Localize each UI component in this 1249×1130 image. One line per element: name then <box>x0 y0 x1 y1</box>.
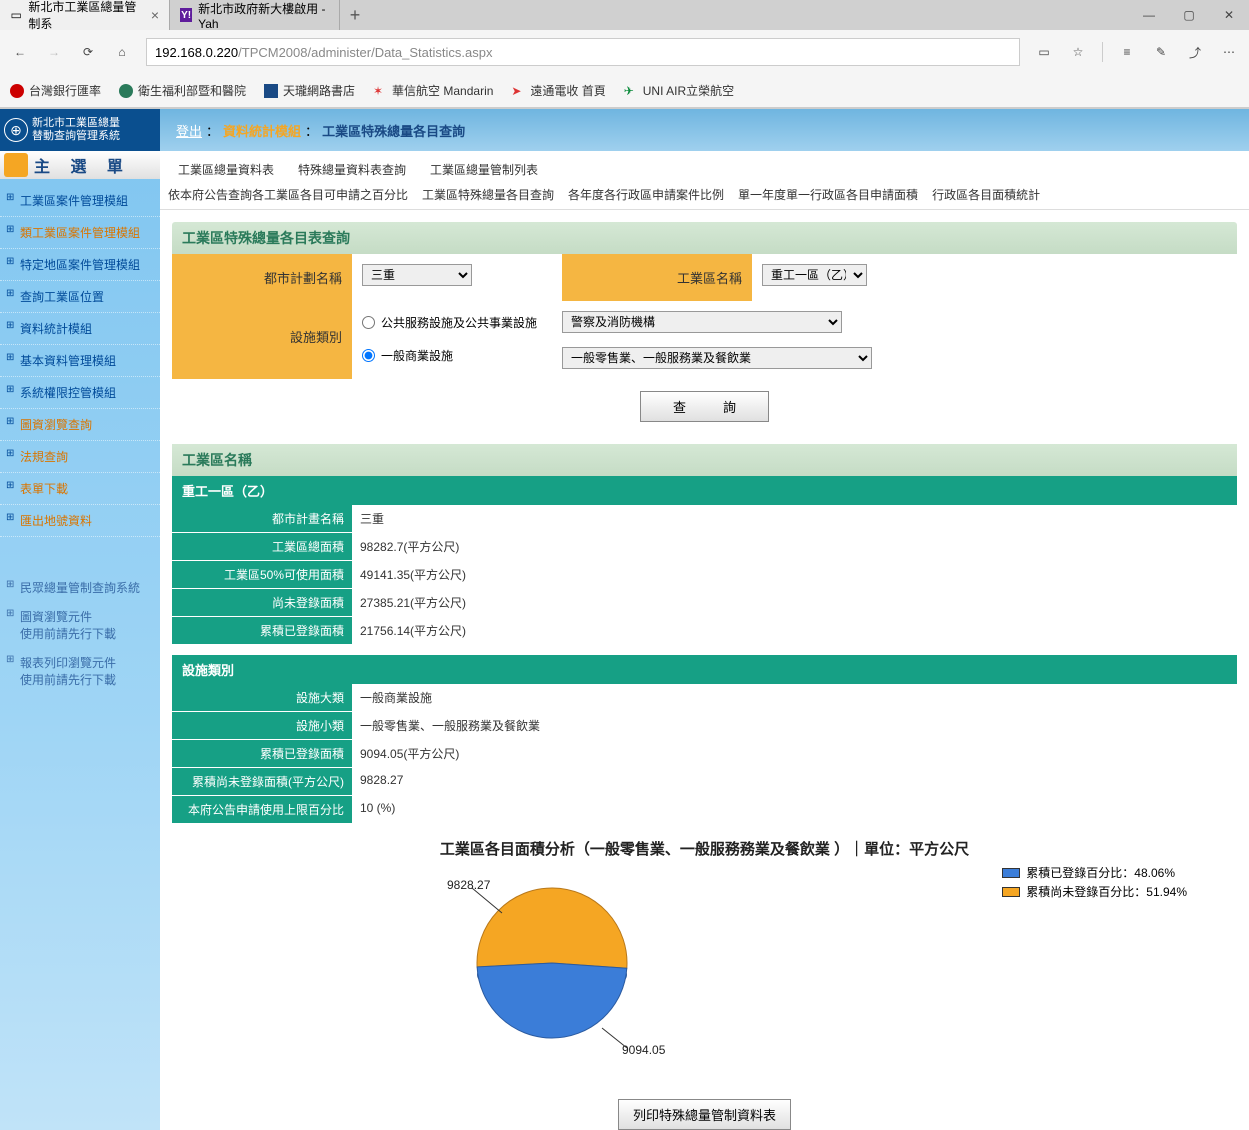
breadcrumb: 登出 ： 資料統計模組 ： 工業區特殊總量各目查詢 <box>160 109 1249 151</box>
zone-select[interactable]: 重工一區（乙） <box>762 264 867 286</box>
data-row: 工業區50%可使用面積49141.35(平方公尺) <box>172 561 1237 589</box>
url-path: /TPCM2008/administer/Data_Statistics.asp… <box>238 45 492 60</box>
sidebar: ⊕ 新北市工業區總量 替動查詢管理系統 主 選 單 工業區案件管理模組類工業區案… <box>0 109 160 1130</box>
home-icon[interactable]: ⌂ <box>112 42 132 62</box>
pie-annot-1: 9828.27 <box>447 878 490 892</box>
yahoo-icon: Y! <box>180 8 192 22</box>
sidebar-item[interactable]: 圖資瀏覽查詢 <box>0 409 160 441</box>
sidebar-item[interactable]: 法規查詢 <box>0 441 160 473</box>
note-icon[interactable]: ✎ <box>1151 42 1171 62</box>
menu-title: 主 選 單 <box>0 151 160 179</box>
data-row: 累積已登錄面積21756.14(平方公尺) <box>172 617 1237 645</box>
search-button[interactable]: 查 詢 <box>640 391 769 422</box>
result-zone-header: 工業區名稱 <box>172 444 1237 476</box>
browser-tabs: ▭ 新北市工業區總量管制系 × Y! 新北市政府新大樓啟用 - Yah + — … <box>0 0 1249 30</box>
sidebar-item[interactable]: 匯出地號資料 <box>0 505 160 537</box>
url-input[interactable]: 192.168.0.220/TPCM2008/administer/Data_S… <box>146 38 1020 66</box>
type-label: 設施類別 <box>172 301 352 379</box>
data-row: 累積尚未登錄面積(平方公尺)9828.27 <box>172 768 1237 796</box>
page-label: 工業區特殊總量各目查詢 <box>322 121 465 140</box>
data-row: 都市計畫名稱三重 <box>172 505 1237 533</box>
query-section-title: 工業區特殊總量各目表查詢 <box>172 222 1237 254</box>
logo-text: 新北市工業區總量 替動查詢管理系統 <box>32 117 120 143</box>
city-label: 都市計劃名稱 <box>172 254 352 301</box>
data-row: 設施小類一般零售業、一般服務業及餐飲業 <box>172 712 1237 740</box>
share-icon[interactable]: ⤴ <box>1185 42 1205 62</box>
data-row: 本府公告申請使用上限百分比10 (%) <box>172 796 1237 824</box>
subtype-select-1[interactable]: 警察及消防機構 <box>562 311 842 333</box>
secondary-tab[interactable]: 單一年度單一行政區各目申請面積 <box>738 186 918 203</box>
back-icon[interactable]: ← <box>10 42 30 62</box>
favorite-icon[interactable]: ☆ <box>1068 42 1088 62</box>
bookmark-item[interactable]: 台灣銀行匯率 <box>10 82 101 99</box>
close-window-icon[interactable]: ✕ <box>1209 8 1249 22</box>
logo-icon: ⊕ <box>4 118 28 142</box>
result-zone-name: 重工一區（乙） <box>172 476 1237 505</box>
reading-icon[interactable]: ▭ <box>1034 42 1054 62</box>
sidebar-item[interactable]: 系統權限控管模組 <box>0 377 160 409</box>
url-host: 192.168.0.220 <box>155 45 238 60</box>
sidebar-item[interactable]: 工業區案件管理模組 <box>0 185 160 217</box>
logout-link[interactable]: 登出 <box>176 121 202 140</box>
primary-tabs: 工業區總量資料表特殊總量資料表查詢工業區總量管制列表 <box>160 151 1249 184</box>
zone-label: 工業區名稱 <box>562 254 752 301</box>
page-icon: ▭ <box>10 8 22 22</box>
minimize-icon[interactable]: — <box>1129 8 1169 22</box>
print-button[interactable]: 列印特殊總量管制資料表 <box>618 1099 791 1130</box>
radio-public[interactable] <box>362 316 375 329</box>
sidebar-note[interactable]: 圖資瀏覽元件 使用前請先行下載 <box>0 602 160 648</box>
data-row: 設施大類一般商業設施 <box>172 684 1237 712</box>
chart-legend: 累積已登錄百分比：48.06% 累積尚未登錄百分比：51.94% <box>1002 863 1187 901</box>
sidebar-item[interactable]: 基本資料管理模組 <box>0 345 160 377</box>
city-select[interactable]: 三重 <box>362 264 472 286</box>
data-row: 尚未登錄面積27385.21(平方公尺) <box>172 589 1237 617</box>
more-icon[interactable]: ⋯ <box>1219 42 1239 62</box>
secondary-tab[interactable]: 依本府公告查詢各工業區各目可申請之百分比 <box>168 186 408 203</box>
maximize-icon[interactable]: ▢ <box>1169 8 1209 22</box>
tab-2[interactable]: Y! 新北市政府新大樓啟用 - Yah <box>170 0 340 30</box>
subtype-select-2[interactable]: 一般零售業、一般服務業及餐飲業 <box>562 347 872 369</box>
secondary-tab[interactable]: 工業區特殊總量各目查詢 <box>422 186 554 203</box>
bookmark-item[interactable]: 天瓏網路書店 <box>264 82 355 99</box>
radio-commercial[interactable] <box>362 349 375 362</box>
sidebar-note[interactable]: 民眾總量管制查詢系統 <box>0 573 160 602</box>
hub-icon[interactable]: ≡ <box>1117 42 1137 62</box>
close-icon[interactable]: × <box>151 7 159 23</box>
primary-tab[interactable]: 工業區總量資料表 <box>168 155 284 184</box>
refresh-icon[interactable]: ⟳ <box>78 42 98 62</box>
bookmark-item[interactable]: ✶華信航空 Mandarin <box>373 82 493 99</box>
bookmark-item[interactable]: ➤遠通電收 首頁 <box>511 82 605 99</box>
sidebar-item[interactable]: 資料統計模組 <box>0 313 160 345</box>
forward-icon[interactable]: → <box>44 42 64 62</box>
sidebar-item[interactable]: 類工業區案件管理模組 <box>0 217 160 249</box>
app-logo: ⊕ 新北市工業區總量 替動查詢管理系統 <box>0 109 160 151</box>
pie-chart: 累積已登錄百分比：48.06% 累積尚未登錄百分比：51.94% 9828.27… <box>172 863 1237 1083</box>
sidebar-item[interactable]: 表單下載 <box>0 473 160 505</box>
tab-title: 新北市政府新大樓啟用 - Yah <box>198 0 329 31</box>
pie-annot-2: 9094.05 <box>622 1043 665 1057</box>
data-row: 工業區總面積98282.7(平方公尺) <box>172 533 1237 561</box>
chart-title: 工業區各目面積分析（一般零售業、一般服務務業及餐飲業 ）｜單位：平方公尺 <box>172 824 1237 863</box>
secondary-tab[interactable]: 各年度各行政區申請案件比例 <box>568 186 724 203</box>
sidebar-note[interactable]: 報表列印瀏覽元件 使用前請先行下載 <box>0 648 160 694</box>
primary-tab[interactable]: 工業區總量管制列表 <box>420 155 548 184</box>
sidebar-item[interactable]: 查詢工業區位置 <box>0 281 160 313</box>
secondary-tabs: 依本府公告查詢各工業區各目可申請之百分比工業區特殊總量各目查詢各年度各行政區申請… <box>160 184 1249 210</box>
sidebar-item[interactable]: 特定地區案件管理模組 <box>0 249 160 281</box>
bookmark-item[interactable]: 衛生福利部暨和醫院 <box>119 82 246 99</box>
tab-1[interactable]: ▭ 新北市工業區總量管制系 × <box>0 0 170 30</box>
secondary-tab[interactable]: 行政區各目面積統計 <box>932 186 1040 203</box>
data-row: 累積已登錄面積9094.05(平方公尺) <box>172 740 1237 768</box>
bookmark-item[interactable]: ✈UNI AIR立榮航空 <box>624 82 734 99</box>
tab-title: 新北市工業區總量管制系 <box>28 0 144 32</box>
result-type-header: 設施類別 <box>172 655 1237 684</box>
bookmarks-bar: 台灣銀行匯率 衛生福利部暨和醫院 天瓏網路書店 ✶華信航空 Mandarin ➤… <box>0 74 1249 108</box>
primary-tab[interactable]: 特殊總量資料表查詢 <box>288 155 416 184</box>
module-label: 資料統計模組 <box>223 121 301 140</box>
new-tab-button[interactable]: + <box>340 5 370 26</box>
nav-bar: ← → ⟳ ⌂ 192.168.0.220/TPCM2008/administe… <box>0 30 1249 74</box>
